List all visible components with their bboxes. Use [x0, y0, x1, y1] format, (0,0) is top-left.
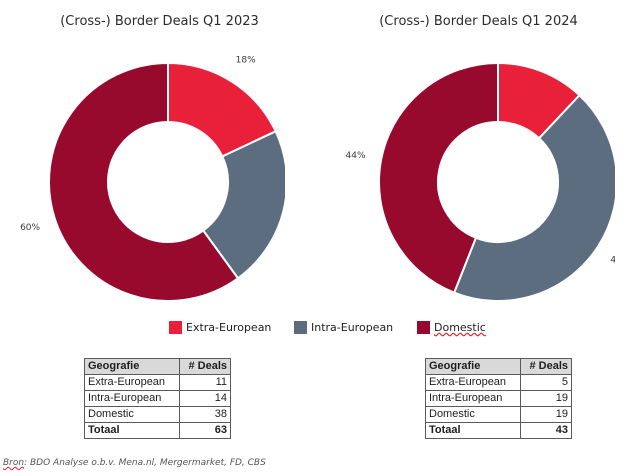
source-note: Bron: BDO Analyse o.b.v. Mena.nl, Merger… — [3, 458, 266, 468]
source-prefix: Bron — [3, 458, 25, 468]
legend-swatch-extra-european — [169, 321, 182, 334]
table-cell-value: 19 — [519, 390, 573, 407]
table-total-row: Totaal 63 — [84, 422, 232, 439]
table-cell-name: Intra-European — [84, 390, 180, 407]
table-header-geografie: Geografie — [425, 358, 521, 375]
table-total-value: 43 — [519, 422, 573, 439]
table-cell-value: 14 — [178, 390, 232, 407]
table-total-row: Totaal 43 — [425, 422, 573, 439]
table-cell-value: 11 — [178, 374, 232, 391]
legend-label-intra-european: Intra-European — [311, 321, 394, 334]
legend-label-extra-european: Extra-European — [186, 321, 272, 334]
deals-table-2024: Geografie # Deals Extra-European 5 Intra… — [425, 358, 573, 439]
table-row: Extra-European 11 — [84, 374, 232, 391]
data-label-domestic: 44% — [346, 151, 366, 161]
chart-title-2023: (Cross-) Border Deals Q1 2023 — [60, 14, 259, 29]
table-total-label: Totaal — [84, 422, 180, 439]
table-cell-value: 38 — [178, 406, 232, 423]
legend-label-domestic: Domestic — [434, 321, 486, 334]
table-cell-value: 5 — [519, 374, 573, 391]
donut-chart-2023: 18%22%60% — [20, 56, 285, 302]
table-cell-value: 19 — [519, 406, 573, 423]
table-row: Intra-European 19 — [425, 390, 573, 407]
table-row: Domestic 38 — [84, 406, 232, 423]
table-total-value: 63 — [178, 422, 232, 439]
donut-slice-domestic — [378, 61, 499, 294]
table-cell-name: Extra-European — [84, 374, 180, 391]
table-cell-name: Extra-European — [425, 374, 521, 391]
table-header-deals: # Deals — [178, 358, 232, 375]
source-text: : BDO Analyse o.b.v. Mena.nl, Mergermark… — [24, 458, 266, 468]
deals-table-2023: Geografie # Deals Extra-European 11 Intr… — [84, 358, 232, 439]
table-row: Intra-European 14 — [84, 390, 232, 407]
donut-slice-intra-european — [201, 130, 285, 280]
table-cell-name: Domestic — [84, 406, 180, 423]
legend-swatch-intra-european — [294, 321, 307, 334]
table-header-geografie: Geografie — [84, 358, 180, 375]
table-cell-name: Domestic — [425, 406, 521, 423]
table-total-label: Totaal — [425, 422, 521, 439]
table-header-deals: # Deals — [519, 358, 573, 375]
legend-swatch-domestic — [417, 321, 430, 334]
donut-chart-2024: 12%44%44% — [346, 61, 615, 302]
data-label-extra-european: 18% — [236, 56, 256, 66]
chart-title-2024: (Cross-) Border Deals Q1 2024 — [379, 14, 578, 29]
data-label-intra-european: 44% — [610, 256, 615, 266]
table-header-row: Geografie # Deals — [84, 358, 232, 375]
donut-slice-intra-european — [452, 93, 615, 302]
table-row: Extra-European 5 — [425, 374, 573, 391]
table-row: Domestic 19 — [425, 406, 573, 423]
table-header-row: Geografie # Deals — [425, 358, 573, 375]
table-cell-name: Intra-European — [425, 390, 521, 407]
donut-slice-domestic — [48, 61, 240, 302]
data-label-domestic: 60% — [20, 223, 40, 233]
